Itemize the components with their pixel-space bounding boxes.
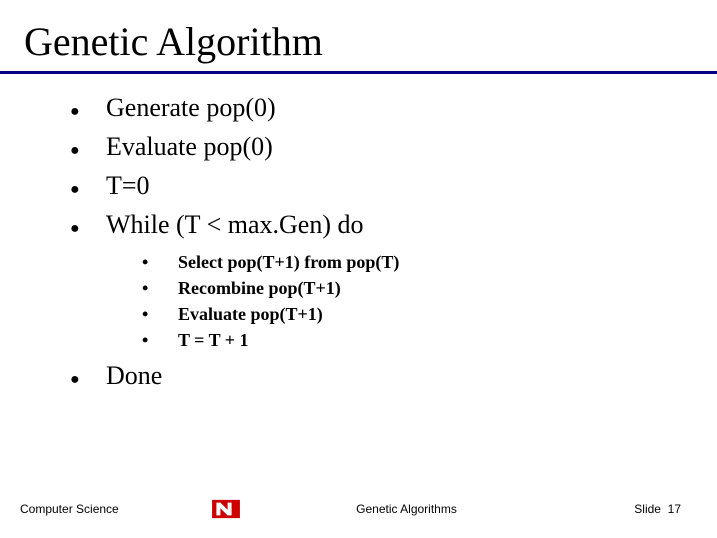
sub-list-item-text: T = T + 1 xyxy=(178,328,249,352)
sub-list: • Select pop(T+1) from pop(T) • Recombin… xyxy=(70,250,717,352)
slide: Genetic Algorithm ● Generate pop(0) ● Ev… xyxy=(0,0,717,538)
footer-slide-number: Slide 17 xyxy=(601,502,681,516)
list-item-text: While (T < max.Gen) do xyxy=(106,209,364,241)
list-item: ● Done xyxy=(70,360,717,395)
footer-right-prefix: Slide xyxy=(634,502,661,516)
sub-list-item: • Recombine pop(T+1) xyxy=(142,276,717,300)
list-item-text: Evaluate pop(0) xyxy=(106,131,273,163)
sub-bullet-icon: • xyxy=(142,328,178,352)
title-area: Genetic Algorithm xyxy=(0,18,717,74)
sub-list-item: • Select pop(T+1) from pop(T) xyxy=(142,250,717,274)
list-item-text: T=0 xyxy=(106,170,150,202)
sub-list-item: • T = T + 1 xyxy=(142,328,717,352)
sub-bullet-icon: • xyxy=(142,250,178,274)
footer-left-text: Computer Science xyxy=(20,502,200,516)
bullet-icon: ● xyxy=(70,97,106,127)
sub-bullet-icon: • xyxy=(142,276,178,300)
list-item: ● Evaluate pop(0) xyxy=(70,131,717,166)
sub-list-item: • Evaluate pop(T+1) xyxy=(142,302,717,326)
list-item-text: Generate pop(0) xyxy=(106,92,276,124)
sub-list-item-text: Select pop(T+1) from pop(T) xyxy=(178,250,399,274)
footer-right-number: 17 xyxy=(668,502,681,516)
bullet-icon: ● xyxy=(70,214,106,244)
sub-list-item-text: Evaluate pop(T+1) xyxy=(178,302,323,326)
list-item: ● While (T < max.Gen) do xyxy=(70,209,717,244)
sub-bullet-icon: • xyxy=(142,302,178,326)
slide-footer: Computer Science Genetic Algorithms Slid… xyxy=(0,496,717,522)
content-area: ● Generate pop(0) ● Evaluate pop(0) ● T=… xyxy=(0,92,717,395)
bullet-icon: ● xyxy=(70,365,106,395)
bullet-icon: ● xyxy=(70,175,106,205)
footer-center-text: Genetic Algorithms xyxy=(212,502,601,516)
list-item: ● Generate pop(0) xyxy=(70,92,717,127)
bullet-icon: ● xyxy=(70,136,106,166)
sub-list-item-text: Recombine pop(T+1) xyxy=(178,276,341,300)
list-item: ● T=0 xyxy=(70,170,717,205)
list-item-text: Done xyxy=(106,360,162,392)
slide-title: Genetic Algorithm xyxy=(24,18,693,65)
